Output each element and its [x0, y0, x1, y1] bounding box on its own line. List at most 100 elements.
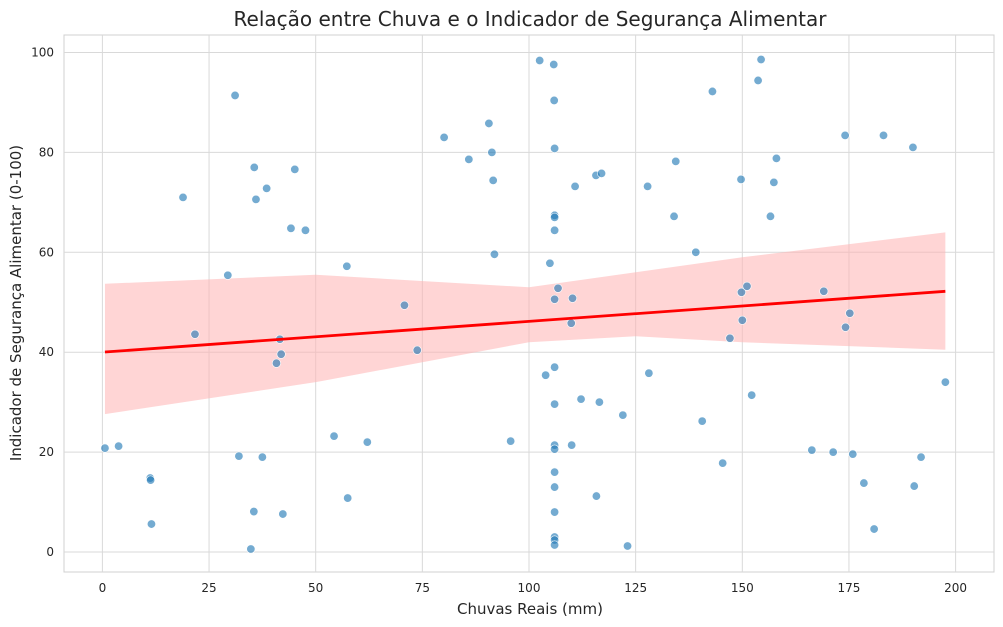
- x-tick-label: 100: [518, 581, 541, 595]
- scatter-point: [545, 258, 555, 268]
- scatter-point: [550, 362, 560, 372]
- scatter-point: [487, 147, 497, 157]
- scatter-point: [249, 507, 259, 517]
- x-tick-label: 25: [201, 581, 216, 595]
- scatter-point: [718, 458, 728, 468]
- y-tick-label: 20: [39, 445, 54, 459]
- scatter-point: [550, 482, 560, 492]
- scatter-point: [550, 294, 560, 304]
- scatter-point: [597, 168, 607, 178]
- scatter-point: [251, 194, 261, 204]
- scatter-point: [412, 345, 422, 355]
- scatter-point: [747, 390, 757, 400]
- scatter-point: [550, 507, 560, 517]
- scatter-point: [756, 54, 766, 64]
- scatter-point: [506, 436, 516, 446]
- scatter-point: [591, 491, 601, 501]
- scatter-point: [271, 358, 281, 368]
- scatter-point: [100, 443, 110, 453]
- x-axis-label: Chuvas Reais (mm): [457, 600, 603, 618]
- scatter-point: [488, 175, 498, 185]
- scatter-point: [246, 544, 256, 554]
- scatter-point: [908, 142, 918, 152]
- scatter-point: [249, 162, 259, 172]
- scatter-point: [550, 225, 560, 235]
- scatter-point: [618, 410, 628, 420]
- y-tick-label: 60: [39, 245, 54, 259]
- scatter-point: [594, 397, 604, 407]
- scatter-point: [916, 452, 926, 462]
- scatter-point: [489, 249, 499, 259]
- scatter-point: [725, 333, 735, 343]
- scatter-point: [290, 164, 300, 174]
- scatter-point: [644, 368, 654, 378]
- scatter-point: [669, 211, 679, 221]
- scatter-point: [190, 329, 200, 339]
- scatter-point: [550, 399, 560, 409]
- scatter-point: [535, 55, 545, 65]
- x-tick-label: 175: [838, 581, 861, 595]
- scatter-point: [257, 452, 267, 462]
- y-tick-label: 80: [39, 145, 54, 159]
- scatter-point: [840, 130, 850, 140]
- x-tick-label: 200: [944, 581, 967, 595]
- scatter-point: [671, 156, 681, 166]
- tick-labels: 0 25 50 75 100 125 150 175 200 0 20 40 60 80 100: [31, 45, 967, 595]
- scatter-point: [742, 281, 752, 291]
- regression-line-layer: [104, 289, 946, 354]
- scatter-point: [541, 370, 551, 380]
- scatter-point: [623, 541, 633, 551]
- scatter-point: [550, 467, 560, 477]
- x-tick-label: 50: [308, 581, 323, 595]
- y-tick-label: 40: [39, 345, 54, 359]
- scatter-point: [769, 177, 779, 187]
- scatter-point: [114, 441, 124, 451]
- scatter-point: [859, 478, 869, 488]
- scatter-point: [230, 90, 240, 100]
- scatter-point: [329, 431, 339, 441]
- scatter-point: [223, 270, 233, 280]
- scatter-point: [553, 283, 563, 293]
- scatter-point: [567, 440, 577, 450]
- scatter-point: [845, 308, 855, 318]
- x-tick-label: 0: [99, 581, 107, 595]
- scatter-point: [550, 444, 560, 454]
- y-tick-label: 100: [31, 45, 54, 59]
- scatter-point: [819, 286, 829, 296]
- scatter-point: [566, 318, 576, 328]
- scatter-point: [262, 183, 272, 193]
- x-tick-label: 150: [731, 581, 754, 595]
- scatter-point: [464, 154, 474, 164]
- scatter-point: [643, 181, 653, 191]
- scatter-point: [300, 225, 310, 235]
- scatter-point: [278, 509, 288, 519]
- scatter-point: [771, 153, 781, 163]
- scatter-point: [549, 59, 559, 69]
- scatter-point: [848, 449, 858, 459]
- x-tick-label: 125: [624, 581, 647, 595]
- scatter-point: [550, 540, 560, 550]
- chart-title: Relação entre Chuva e o Indicador de Seg…: [234, 7, 828, 31]
- scatter-point: [737, 315, 747, 325]
- scatter-point: [765, 211, 775, 221]
- y-tick-label: 0: [46, 545, 54, 559]
- scatter-point: [691, 247, 701, 257]
- scatter-point: [909, 481, 919, 491]
- scatter-point: [697, 416, 707, 426]
- scatter-point: [399, 300, 409, 310]
- scatter-point: [146, 519, 156, 529]
- scatter-point: [576, 394, 586, 404]
- scatter-point: [484, 118, 494, 128]
- scatter-points: [100, 54, 950, 554]
- scatter-point: [362, 437, 372, 447]
- scatter-point: [146, 475, 156, 485]
- confidence-band: [104, 232, 946, 415]
- scatter-point: [342, 261, 352, 271]
- scatter-point: [568, 293, 578, 303]
- scatter-point: [550, 212, 560, 222]
- scatter-point: [879, 130, 889, 140]
- scatter-point: [940, 377, 950, 387]
- scatter-point: [736, 287, 746, 297]
- scatter-point: [753, 75, 763, 85]
